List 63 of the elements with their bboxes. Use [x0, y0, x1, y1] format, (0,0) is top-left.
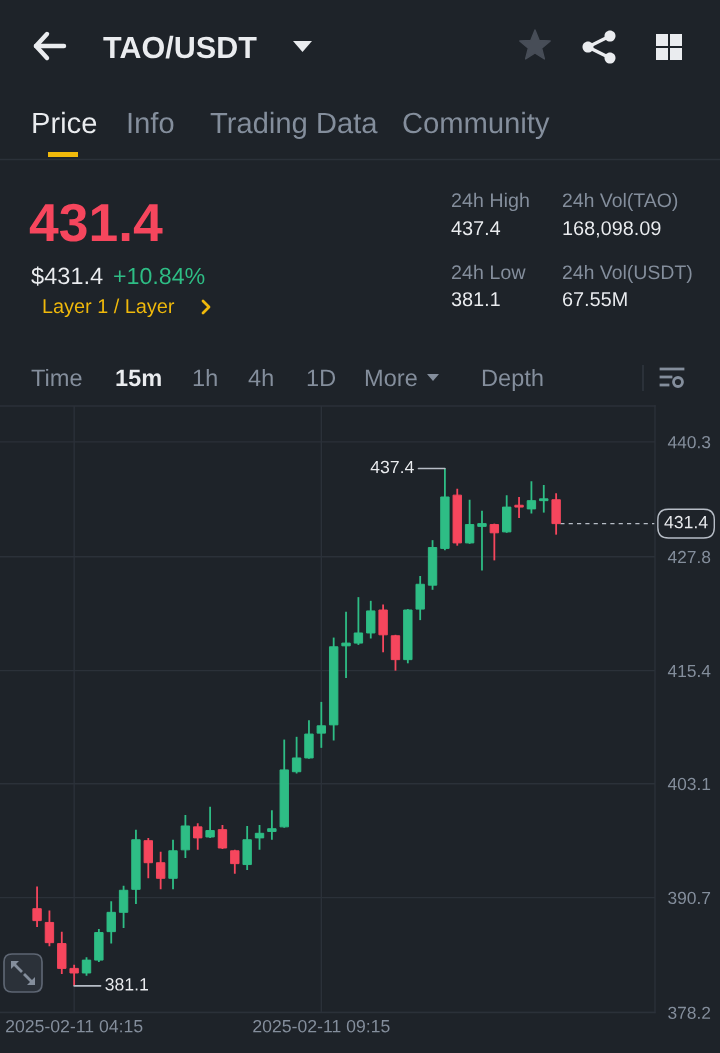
text: Time [31, 368, 82, 387]
text: Info [128, 111, 174, 134]
candlestick [180, 814, 191, 860]
text: 24h Vol(TAO) [562, 192, 678, 212]
candlestick [316, 700, 327, 749]
ref-line-label: 431.4 [664, 515, 708, 529]
candlestick [254, 824, 265, 851]
candlestick [477, 509, 487, 572]
candlestick [81, 956, 92, 977]
candlestick [118, 884, 129, 929]
text: +10.84% [114, 267, 205, 285]
candlestick [106, 900, 116, 945]
text: 24h Vol(USDT) [562, 264, 692, 284]
text: 1D [307, 369, 336, 386]
text: 381.1 [451, 292, 500, 307]
annotation: 381.1 [105, 978, 148, 991]
text: 1h [193, 368, 217, 386]
candlestick [539, 484, 549, 514]
y-tick-label: 427.8 [667, 550, 711, 564]
y-tick-label: 440.3 [667, 436, 711, 449]
text: 4h [248, 368, 273, 386]
text: Community [403, 111, 550, 140]
x-tick-label: 2025-02-11 04:15 [6, 1019, 143, 1033]
text: 437.4 [451, 221, 501, 236]
text: 168,098.09 [563, 221, 661, 238]
text: 431.4 [29, 203, 163, 242]
candlestick [514, 496, 524, 520]
candlestick [551, 492, 561, 536]
candlestick [143, 836, 153, 880]
text: More [365, 369, 417, 387]
candlestick [217, 824, 228, 850]
text: 67.55M [563, 292, 627, 307]
candlestick [304, 719, 314, 760]
candlestick [155, 850, 166, 891]
text: Trading Data [210, 111, 378, 140]
candlestick [464, 498, 475, 545]
candlestick [267, 809, 277, 841]
y-tick-label: 403.1 [667, 777, 711, 791]
candlestick [32, 885, 42, 928]
x-tick-label: 2025-02-11 09:15 [253, 1019, 390, 1033]
text: 15m [116, 369, 161, 387]
candlestick [526, 480, 537, 515]
candlestick [390, 633, 401, 672]
text: 24h High [451, 192, 529, 212]
text: $431.4 [31, 266, 103, 286]
candlestick [193, 822, 203, 851]
text: 24h Low [451, 264, 526, 280]
y-tick-label: 378.2 [668, 1006, 711, 1019]
candlestick [205, 805, 215, 839]
annotation: 437.4 [370, 460, 414, 474]
candlestick [489, 522, 500, 562]
candlestick [353, 596, 364, 646]
candlestick [291, 735, 302, 775]
chart-title: TAO/USDT [103, 35, 257, 59]
text: Depth [482, 368, 543, 391]
candlestick [69, 963, 79, 987]
text: Layer 1 / Layer [43, 298, 175, 318]
y-tick-label: 390.7 [668, 891, 711, 905]
candlestick [366, 599, 376, 640]
y-tick-label: 415.4 [667, 665, 711, 678]
candlestick [44, 909, 55, 948]
text: Price [33, 111, 97, 134]
candlestick [341, 610, 351, 679]
